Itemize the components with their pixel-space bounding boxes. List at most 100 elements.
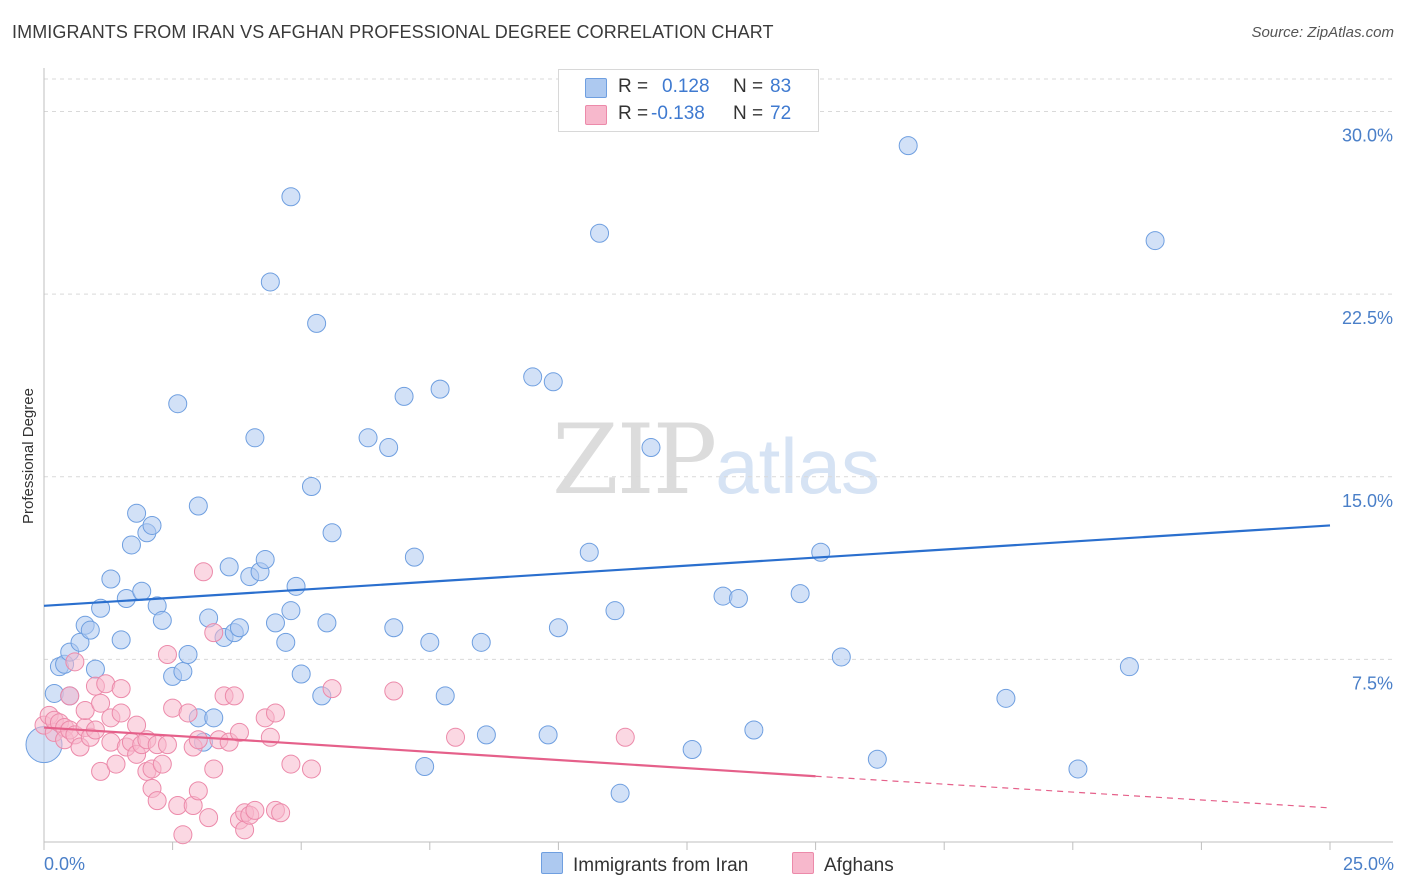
- iran-point: [579, 542, 599, 562]
- y-tick-label: 30.0%: [1342, 126, 1393, 146]
- iran-point: [116, 589, 136, 609]
- iran-point: [476, 725, 496, 745]
- iran-point: [142, 515, 162, 535]
- afghan-point: [322, 679, 342, 699]
- legend-item-afghan: Afghans: [792, 852, 894, 877]
- legend-n-value: 83: [770, 76, 792, 97]
- afghan-point: [281, 754, 301, 774]
- legend-r-label: R =: [618, 103, 649, 124]
- iran-point: [590, 223, 610, 243]
- afghan-point: [204, 623, 224, 643]
- afghan-point: [106, 754, 126, 774]
- iran-point: [358, 428, 378, 448]
- iran-point: [91, 598, 111, 618]
- legend-r-value: 0.128: [662, 76, 710, 97]
- points-layer: [25, 136, 1165, 845]
- legend-label-afghan: Afghans: [824, 855, 894, 876]
- iran-point: [682, 739, 702, 759]
- afghan-point: [271, 803, 291, 823]
- iran-point: [132, 581, 152, 601]
- iran-point: [152, 610, 172, 630]
- iran-point: [111, 630, 131, 650]
- afghan-point: [111, 679, 131, 699]
- afghan-point: [91, 693, 111, 713]
- afghan-point: [446, 727, 466, 747]
- iran-point: [1145, 231, 1165, 251]
- afghan-point: [204, 759, 224, 779]
- watermark-atlas: atlas: [715, 422, 880, 510]
- iran-point: [286, 576, 306, 596]
- iran-point: [610, 783, 630, 803]
- iran-point: [317, 613, 337, 633]
- iran-point: [204, 708, 224, 728]
- x-tick-label-min: 0.0%: [44, 854, 85, 874]
- afghan-point: [60, 686, 80, 706]
- y-tick-label: 22.5%: [1342, 308, 1393, 328]
- afghan-point: [157, 645, 177, 665]
- iran-point: [281, 601, 301, 621]
- iran-point: [538, 725, 558, 745]
- chart-title: IMMIGRANTS FROM IRAN VS AFGHAN PROFESSIO…: [12, 22, 774, 42]
- legend-n-label: N =: [733, 76, 764, 97]
- afghan-point: [245, 800, 265, 820]
- afghan-point: [265, 703, 285, 723]
- iran-point: [394, 386, 414, 406]
- iran-point: [548, 618, 568, 638]
- iran-point: [1068, 759, 1088, 779]
- iran-point: [415, 757, 435, 777]
- iran-point: [168, 394, 188, 414]
- afghan-point: [75, 701, 95, 721]
- iran-point: [255, 550, 275, 570]
- afghan-point: [301, 759, 321, 779]
- iran-point: [245, 428, 265, 448]
- afghan-point: [229, 722, 249, 742]
- iran-point: [291, 664, 311, 684]
- legend-r-label: R =: [618, 76, 649, 97]
- legend-n-label: N =: [733, 103, 764, 124]
- iran-point: [188, 496, 208, 516]
- afghan-point: [224, 686, 244, 706]
- trend-layer: [43, 524, 1331, 809]
- iran-point: [641, 438, 661, 458]
- iran-point: [471, 632, 491, 652]
- afghan-point: [193, 562, 213, 582]
- iran-point: [898, 136, 918, 156]
- iran-point: [229, 618, 249, 638]
- afghan-point: [65, 652, 85, 672]
- watermark-zip: ZIP: [552, 404, 717, 516]
- iran-point: [435, 686, 455, 706]
- afghan-trend-extension: [815, 775, 1331, 809]
- afghan-point: [199, 808, 219, 828]
- afghan-point: [188, 730, 208, 750]
- iran-point: [384, 618, 404, 638]
- y-tick-label: 15.0%: [1342, 491, 1393, 511]
- y-axis-label: Professional Degree: [20, 388, 37, 524]
- afghan-point: [188, 781, 208, 801]
- iran-point: [605, 601, 625, 621]
- iran-point: [404, 547, 424, 567]
- afghan-point: [152, 754, 172, 774]
- legend-r-value: -0.138: [651, 103, 705, 124]
- legend-label-iran: Immigrants from Iran: [573, 855, 749, 876]
- iran-point: [831, 647, 851, 667]
- afghan-point: [178, 703, 198, 723]
- iran-point: [80, 620, 100, 640]
- iran-swatch: [585, 78, 607, 98]
- iran-point: [867, 749, 887, 769]
- afghan-swatch: [585, 105, 607, 125]
- iran-point: [1119, 657, 1139, 677]
- legend-item-iran: Immigrants from Iran: [541, 852, 748, 877]
- afghan-point: [111, 703, 131, 723]
- legend-n-value: 72: [770, 103, 792, 124]
- iran-point: [101, 569, 121, 589]
- iran-point: [379, 438, 399, 458]
- afghan-point: [173, 825, 193, 845]
- iran-point: [728, 589, 748, 609]
- afghan-point: [157, 735, 177, 755]
- x-tick-label-max: 25.0%: [1343, 854, 1394, 874]
- iran-point: [430, 379, 450, 399]
- afghan-trend-line: [43, 726, 816, 778]
- iran-point: [523, 367, 543, 387]
- iran-point: [744, 720, 764, 740]
